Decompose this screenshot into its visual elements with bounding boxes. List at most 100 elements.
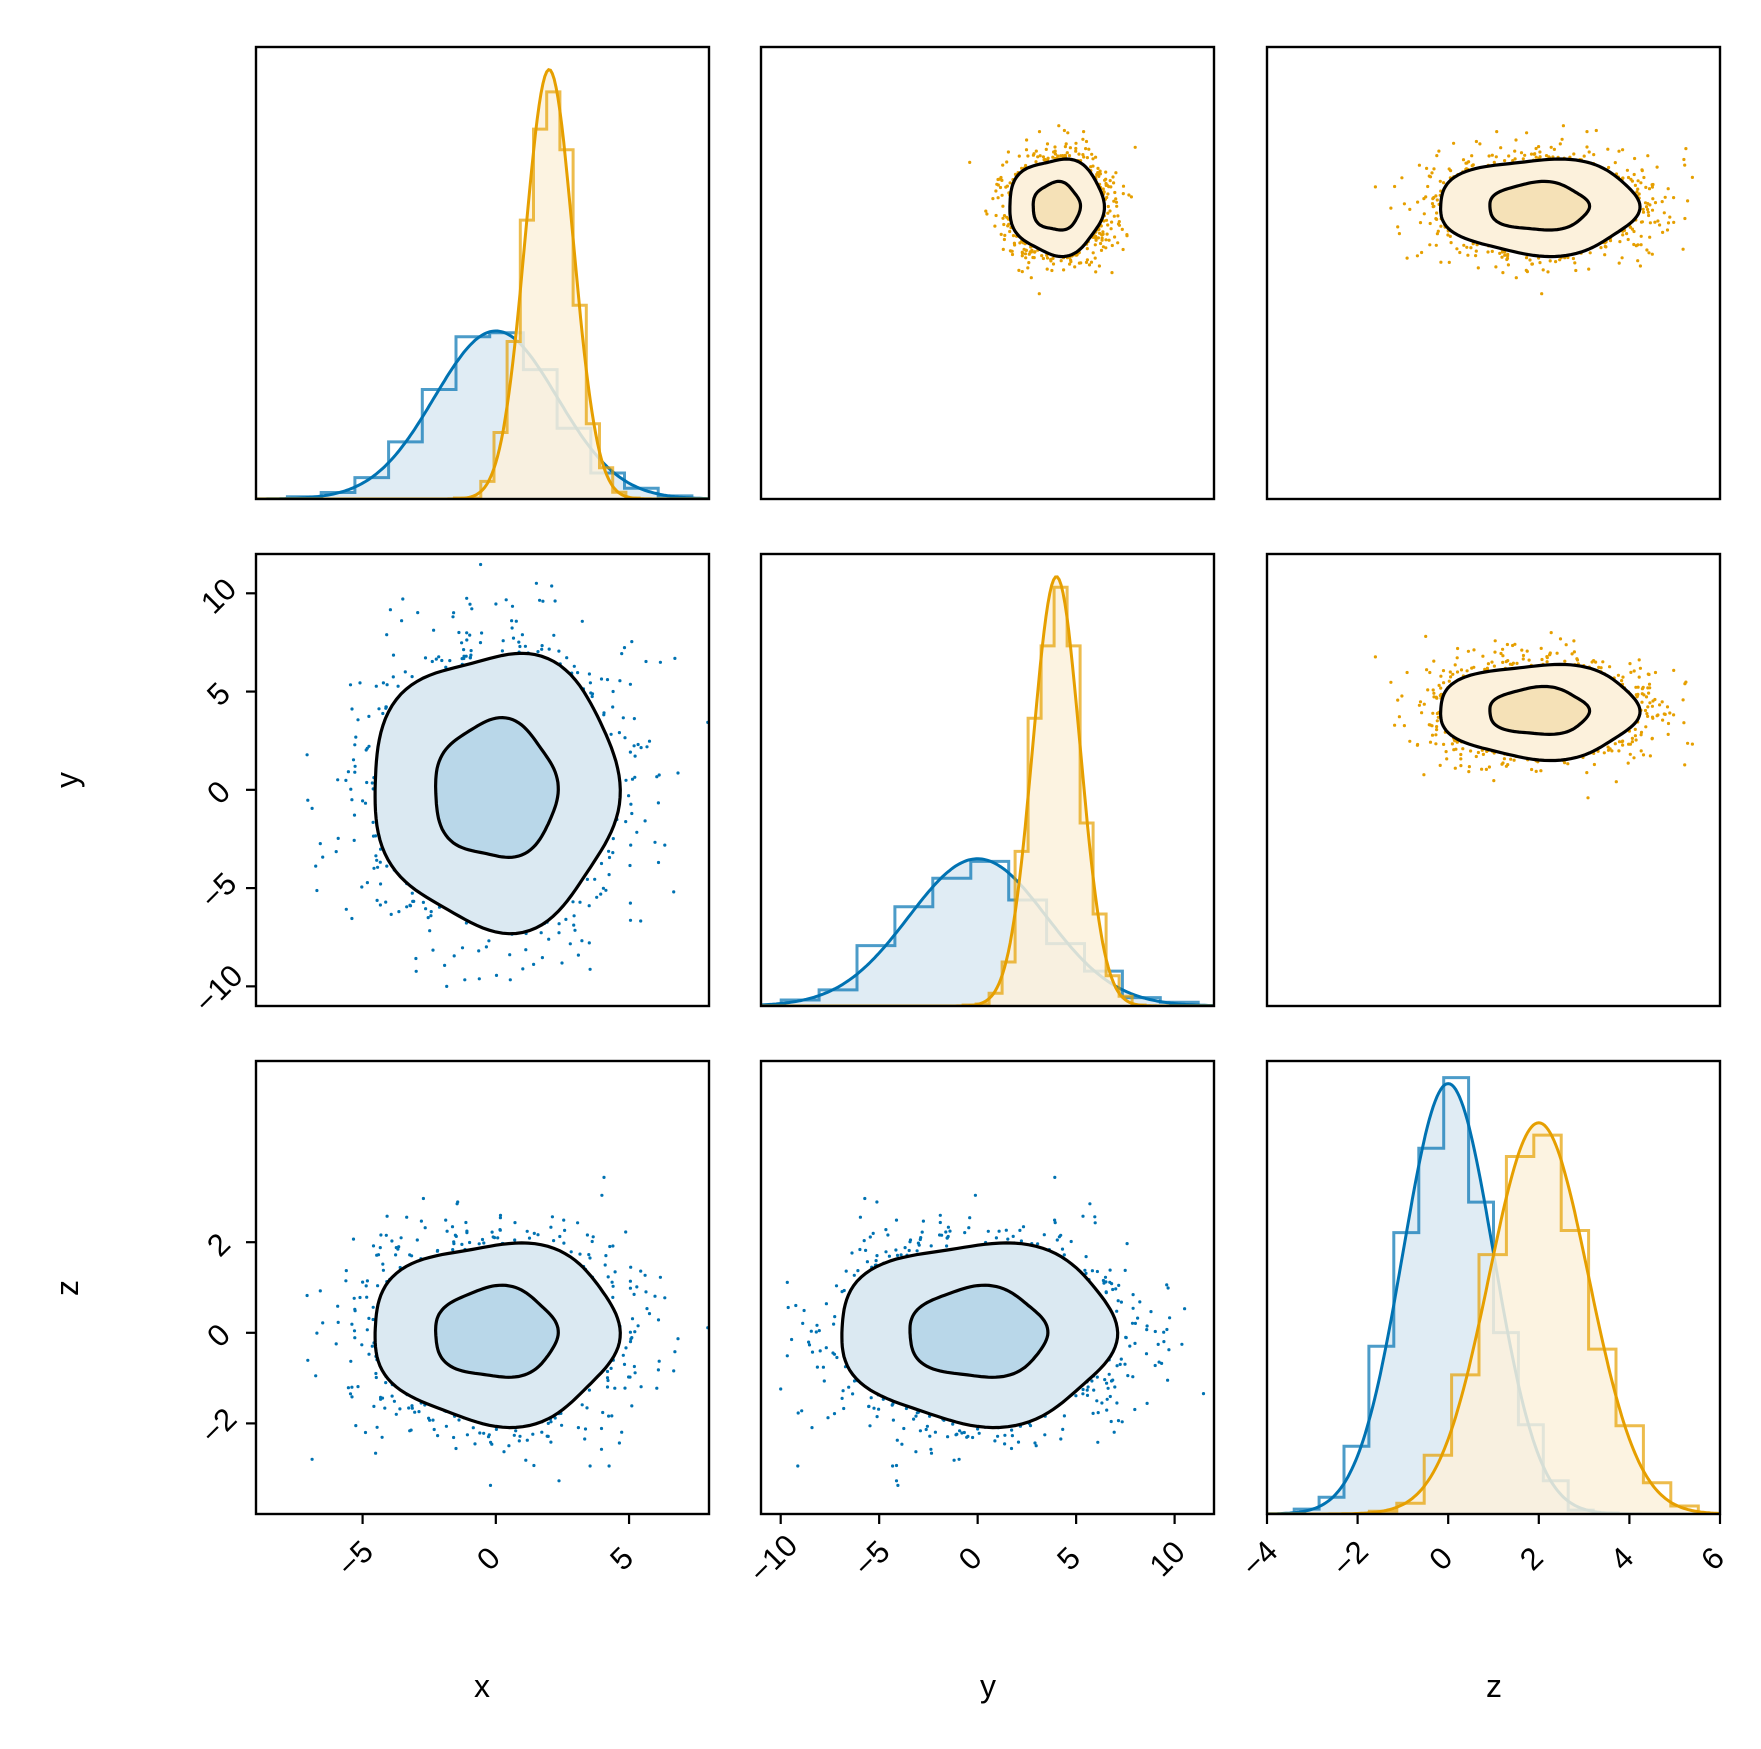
scatter-point [1026,266,1030,270]
scatter-point [492,1236,497,1240]
scatter-point [510,604,515,608]
scatter-point [1430,171,1434,175]
scatter-point [620,652,624,656]
scatter-point [436,1434,440,1438]
scatter-point [1494,155,1498,159]
scatter-point [1505,642,1509,647]
scatter-point [1059,1437,1063,1441]
scatter-point [1126,1374,1130,1378]
scatter-point [334,1342,338,1346]
scatter-point [1650,704,1654,708]
scatter-point [1456,646,1460,651]
scatter-point [624,820,628,824]
scatter-point [1085,1393,1090,1397]
scatter-point [1436,715,1440,719]
scatter-point [1629,670,1633,675]
scatter-point [622,1362,627,1366]
scatter-point [1019,1239,1024,1243]
scatter-point [658,660,663,664]
scatter-point [995,182,999,186]
scatter-point [572,923,576,927]
scatter-point [1024,163,1028,168]
scatter-point [1621,743,1625,747]
y-axis-label-y: y [49,772,85,788]
scatter-point [1108,1268,1112,1272]
scatter-point [643,819,647,823]
scatter-point [1447,167,1451,171]
scatter-point [1428,740,1433,744]
scatter-point [397,1245,401,1249]
scatter-point [376,1253,381,1257]
scatter-point [1435,154,1439,158]
scatter-point [1442,181,1446,185]
scatter-point [563,1228,567,1232]
scatter-point [636,1324,640,1328]
scatter-point [1506,254,1510,258]
scatter-point [1114,1287,1118,1291]
scatter-point [1647,213,1651,218]
scatter-point [1418,700,1423,704]
scatter-point [1511,643,1515,648]
scatter-point [1074,141,1078,145]
scatter-point [1554,260,1558,264]
scatter-point [810,1350,815,1354]
scatter-point [938,1233,942,1237]
scatter-point [1120,1420,1124,1424]
scatter-point [599,861,604,866]
scatter-point [1653,697,1657,702]
scatter-point [1430,724,1434,728]
scatter-point [1630,736,1634,741]
scatter-point [1085,1388,1089,1392]
contour-line-inner [1488,179,1592,232]
scatter-point [1638,666,1642,670]
scatter-point [318,1289,322,1293]
panel-2-0: −5 0 5 −2 0 2 [194,1059,711,1583]
scatter-point [1658,703,1662,707]
contour-line-inner [1031,179,1083,232]
scatter-point [1084,147,1088,151]
scatter-point [490,1230,494,1234]
scatter-point [1572,152,1576,156]
scatter-point [1053,1221,1057,1225]
panel-content [1267,1076,1720,1514]
scatter-point [1621,233,1625,237]
scatter-point [1074,149,1078,153]
scatter-point [1415,743,1419,747]
scatter-point [547,647,551,651]
scatter-point [601,886,606,890]
scatter-point [1467,160,1471,164]
scatter-point [443,963,447,968]
scatter-point [452,1435,456,1440]
scatter-point [361,1280,365,1284]
scatter-point [1503,253,1507,257]
scatter-point [938,1220,942,1225]
scatter-point [388,608,392,612]
scatter-point [334,850,338,854]
scatter-point [350,1322,354,1326]
scatter-point [1428,670,1432,675]
scatter-point [633,1371,637,1375]
scatter-point [1118,1362,1122,1366]
scatter-point [1548,652,1552,656]
scatter-point [1672,713,1676,717]
scatter-point [1100,1401,1104,1405]
scatter-point [1006,150,1011,154]
scatter-point [1682,157,1686,162]
scatter-point [564,917,568,922]
scatter-point [553,599,557,603]
scatter-point [620,1430,624,1434]
scatter-point [1586,796,1590,800]
scatter-point [1501,660,1505,665]
scatter-point [1633,183,1637,187]
scatter-point [1201,1392,1206,1396]
scatter-point [1639,733,1643,737]
scatter-point [1422,773,1426,777]
scatter-point [1666,721,1671,726]
scatter-point [1113,235,1117,239]
scatter-point [536,650,540,654]
scatter-point [914,1450,918,1454]
scatter-point [1592,153,1596,157]
panel-1-0: −10 −5 0 5 10 [188,552,711,1020]
scatter-point [1486,250,1490,254]
scatter-point [1661,718,1665,722]
